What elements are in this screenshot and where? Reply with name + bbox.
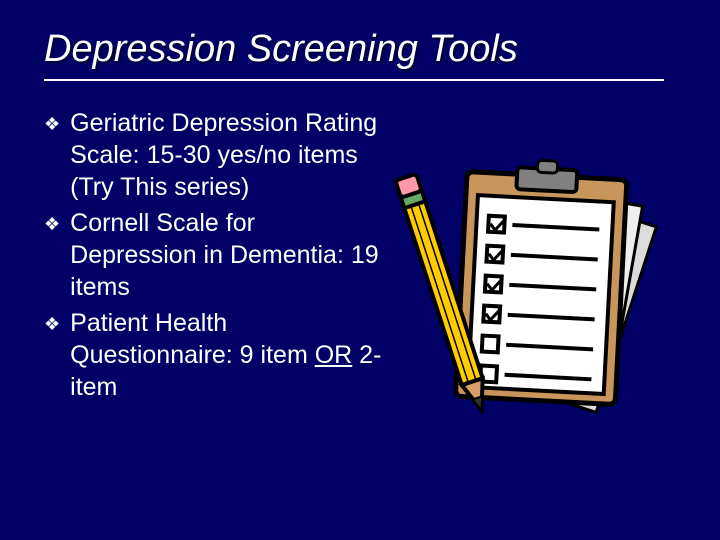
title-underline (44, 79, 664, 81)
bullet-text: Geriatric Depression Rating Scale: 15-30… (70, 107, 384, 203)
bullet-text: Cornell Scale for Depression in Dementia… (70, 207, 384, 303)
bullet-list: ❖ Geriatric Depression Rating Scale: 15-… (44, 107, 384, 407)
diamond-bullet-icon: ❖ (44, 208, 60, 240)
clipboard-clipart-icon (390, 140, 670, 460)
list-item: ❖ Cornell Scale for Depression in Dement… (44, 207, 384, 303)
list-item: ❖ Patient Health Questionnaire: 9 item O… (44, 307, 384, 403)
bullet-text-pre: Patient Health Questionnaire: 9 item (70, 309, 315, 369)
slide-container: Depression Screening Tools ❖ Geriatric D… (0, 0, 720, 540)
slide-title: Depression Screening Tools (44, 28, 680, 71)
diamond-bullet-icon: ❖ (44, 108, 60, 140)
bullet-text: Patient Health Questionnaire: 9 item OR … (70, 307, 384, 403)
list-item: ❖ Geriatric Depression Rating Scale: 15-… (44, 107, 384, 203)
diamond-bullet-icon: ❖ (44, 308, 60, 340)
bullet-text-underline: OR (315, 341, 353, 369)
